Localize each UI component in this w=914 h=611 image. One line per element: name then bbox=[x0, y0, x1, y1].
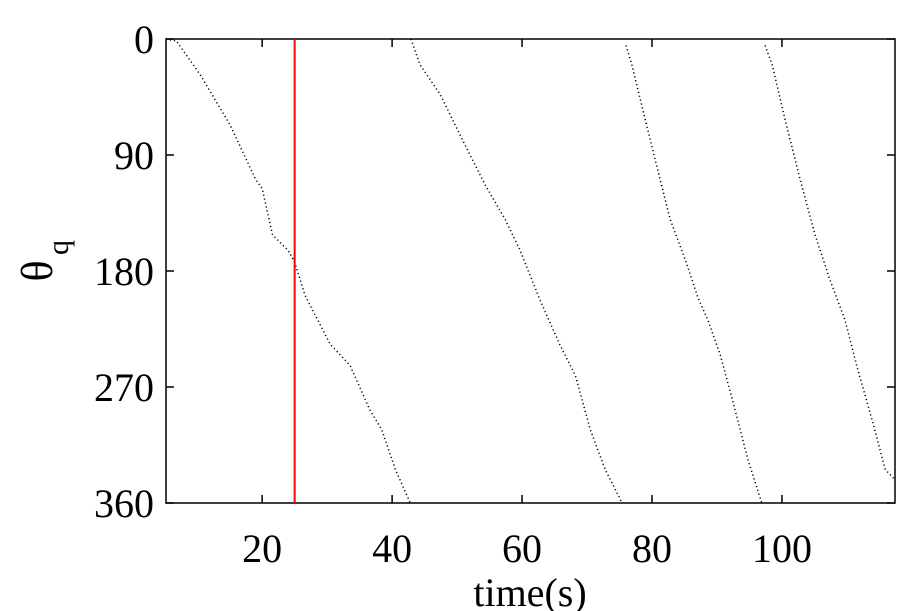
y-tick-label: 360 bbox=[94, 481, 154, 526]
x-tick-label: 60 bbox=[502, 526, 542, 571]
trace bbox=[764, 45, 896, 481]
x-axis-label: time(s) bbox=[473, 570, 586, 611]
plot-frame bbox=[165, 38, 896, 504]
y-tick-label: 0 bbox=[134, 17, 154, 62]
trace bbox=[625, 45, 763, 504]
trace bbox=[165, 38, 411, 504]
trace bbox=[410, 38, 623, 504]
y-tick-label: 270 bbox=[94, 365, 154, 410]
y-axis-label: θ q bbox=[13, 240, 75, 282]
y-label-main: θ bbox=[13, 260, 62, 281]
y-label-subscript: q bbox=[42, 240, 75, 255]
x-tick-label: 40 bbox=[372, 526, 412, 571]
x-tick-label: 100 bbox=[752, 526, 812, 571]
x-tick-label: 20 bbox=[242, 526, 282, 571]
y-tick-label: 180 bbox=[94, 249, 154, 294]
y-tick-label: 90 bbox=[114, 133, 154, 178]
x-tick-label: 80 bbox=[632, 526, 672, 571]
